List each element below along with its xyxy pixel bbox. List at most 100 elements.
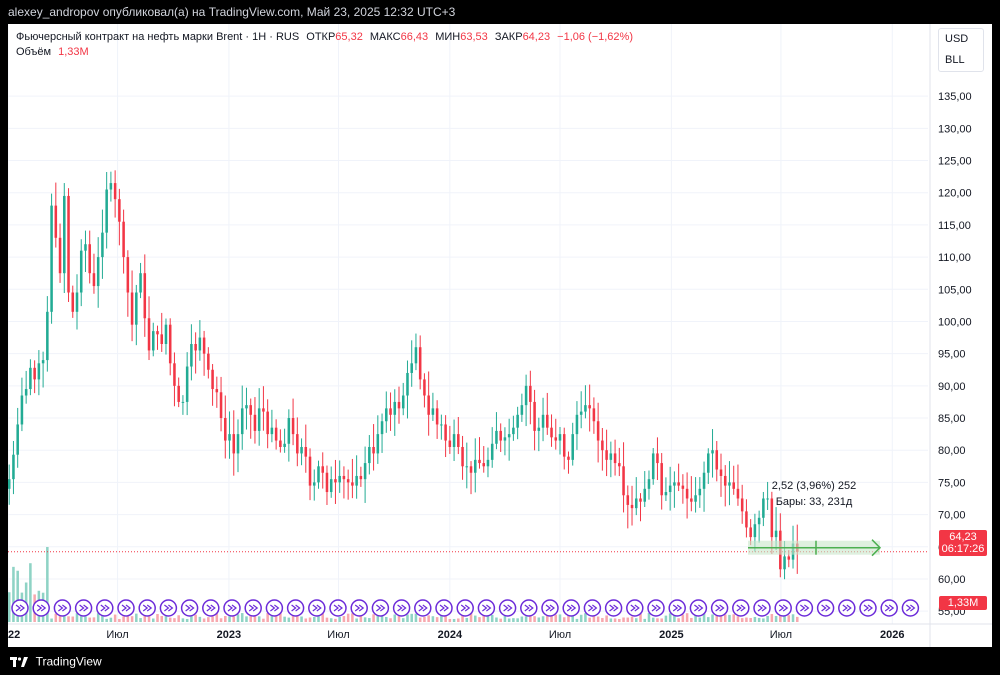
price-chart[interactable]: 55,0060,0065,0070,0075,0080,0085,0090,00… bbox=[8, 24, 992, 647]
candle-body bbox=[457, 434, 460, 447]
volume-bar bbox=[287, 617, 291, 622]
event-marker-arrow bbox=[164, 604, 174, 612]
candle-body bbox=[592, 408, 596, 422]
volume-bar bbox=[274, 615, 278, 622]
event-marker-arrow bbox=[270, 604, 280, 612]
x-tick-label: Июл bbox=[770, 629, 792, 641]
y-tick-label: 95,00 bbox=[938, 349, 966, 361]
symbol-legend: Фьючерсный контракт на нефть марки Brent… bbox=[16, 30, 633, 60]
volume-bar bbox=[12, 566, 15, 622]
candle-body bbox=[139, 273, 142, 293]
volume-bar bbox=[75, 613, 79, 622]
candle-body bbox=[427, 395, 430, 415]
volume-bar bbox=[749, 617, 752, 622]
volume-bar bbox=[499, 618, 502, 622]
event-marker-icon bbox=[710, 599, 729, 617]
volume-bar bbox=[224, 616, 227, 622]
candle-body bbox=[461, 446, 464, 467]
candle-body bbox=[418, 347, 422, 380]
chart-panel[interactable]: 55,0060,0065,0070,0075,0080,0085,0090,00… bbox=[8, 24, 992, 647]
volume-bar bbox=[546, 616, 549, 622]
event-marker-icon bbox=[138, 599, 156, 617]
volume-bar bbox=[507, 618, 511, 622]
volume-bar bbox=[596, 616, 600, 622]
volume-bar bbox=[668, 613, 672, 622]
units-selector[interactable]: USD BLL bbox=[938, 28, 984, 72]
candle-body bbox=[622, 466, 625, 496]
candle-body bbox=[613, 453, 617, 464]
candle-body bbox=[105, 189, 108, 233]
volume-bar bbox=[308, 617, 312, 622]
event-marker-icon bbox=[477, 599, 496, 617]
volume-bar bbox=[681, 614, 685, 622]
event-marker-arrow bbox=[588, 604, 598, 612]
candle-body bbox=[96, 257, 100, 287]
event-marker-arrow bbox=[397, 604, 407, 612]
volume-bar bbox=[249, 615, 252, 622]
volume-bar bbox=[567, 614, 570, 622]
volume-bar bbox=[401, 618, 405, 622]
volume-bar bbox=[393, 614, 397, 622]
measure-bars: Бары: 33, 231д bbox=[775, 496, 853, 508]
y-tick-label: 135,00 bbox=[938, 91, 972, 103]
volume-bar bbox=[630, 616, 634, 622]
currency-label[interactable]: USD bbox=[945, 33, 969, 45]
volume-bar bbox=[541, 616, 545, 622]
volume-bar bbox=[533, 616, 536, 622]
candle-body bbox=[215, 389, 219, 393]
candle-body bbox=[634, 498, 638, 509]
volume-bar bbox=[639, 613, 642, 622]
volume-bar bbox=[579, 614, 583, 622]
volume-bar bbox=[435, 617, 439, 622]
volume-label[interactable]: Объём bbox=[16, 46, 52, 58]
symbol-title[interactable]: Фьючерсный контракт на нефть марки Brent… bbox=[16, 31, 300, 43]
volume-bar bbox=[126, 616, 130, 622]
volume-bar bbox=[368, 618, 371, 622]
close-label: ЗАКР bbox=[494, 31, 523, 43]
volume-bar bbox=[634, 618, 638, 622]
volume-bar bbox=[372, 614, 375, 622]
y-tick-label: 110,00 bbox=[938, 252, 971, 264]
candle-body bbox=[753, 524, 757, 538]
volume-bar bbox=[54, 613, 58, 622]
volume-bar bbox=[58, 615, 62, 622]
event-marker-arrow bbox=[884, 604, 895, 612]
candle-body bbox=[482, 463, 486, 467]
candle-body bbox=[537, 427, 541, 431]
volume-bar bbox=[647, 613, 651, 622]
event-marker-icon bbox=[159, 599, 178, 617]
candle-body bbox=[50, 205, 53, 312]
candle-body bbox=[740, 498, 744, 512]
event-marker-arrow bbox=[672, 604, 683, 612]
event-marker-icon bbox=[520, 599, 538, 617]
candle-body bbox=[550, 427, 553, 438]
event-marker-arrow bbox=[778, 604, 789, 612]
candle-body bbox=[20, 395, 24, 425]
volume-bar bbox=[728, 614, 731, 622]
candle-body bbox=[177, 385, 180, 402]
last-price-tag: 64,23 06:17:26 bbox=[939, 530, 987, 556]
volume-bar bbox=[690, 617, 693, 622]
candle-body bbox=[745, 511, 748, 528]
candle-body bbox=[465, 466, 469, 468]
candle-body bbox=[118, 199, 121, 222]
volume-bar bbox=[334, 618, 337, 622]
candle-body bbox=[444, 424, 447, 441]
volume-bar bbox=[622, 617, 625, 622]
volume-tag: 1,33M bbox=[939, 596, 987, 610]
volume-bar bbox=[346, 613, 350, 622]
candle-body bbox=[236, 434, 240, 454]
y-tick-label: 60,00 bbox=[938, 574, 966, 586]
candle-body bbox=[469, 466, 473, 473]
candle-body bbox=[609, 453, 613, 460]
candle-body bbox=[296, 434, 299, 454]
event-marker-arrow bbox=[736, 604, 746, 612]
candle-body bbox=[325, 472, 329, 493]
volume-bar bbox=[457, 618, 460, 622]
unit-label[interactable]: BLL bbox=[945, 54, 965, 66]
candle-body bbox=[283, 443, 286, 447]
volume-bar bbox=[486, 613, 490, 622]
volume-bar bbox=[554, 614, 558, 622]
candle-body bbox=[338, 475, 341, 483]
event-marker-arrow bbox=[291, 604, 301, 612]
